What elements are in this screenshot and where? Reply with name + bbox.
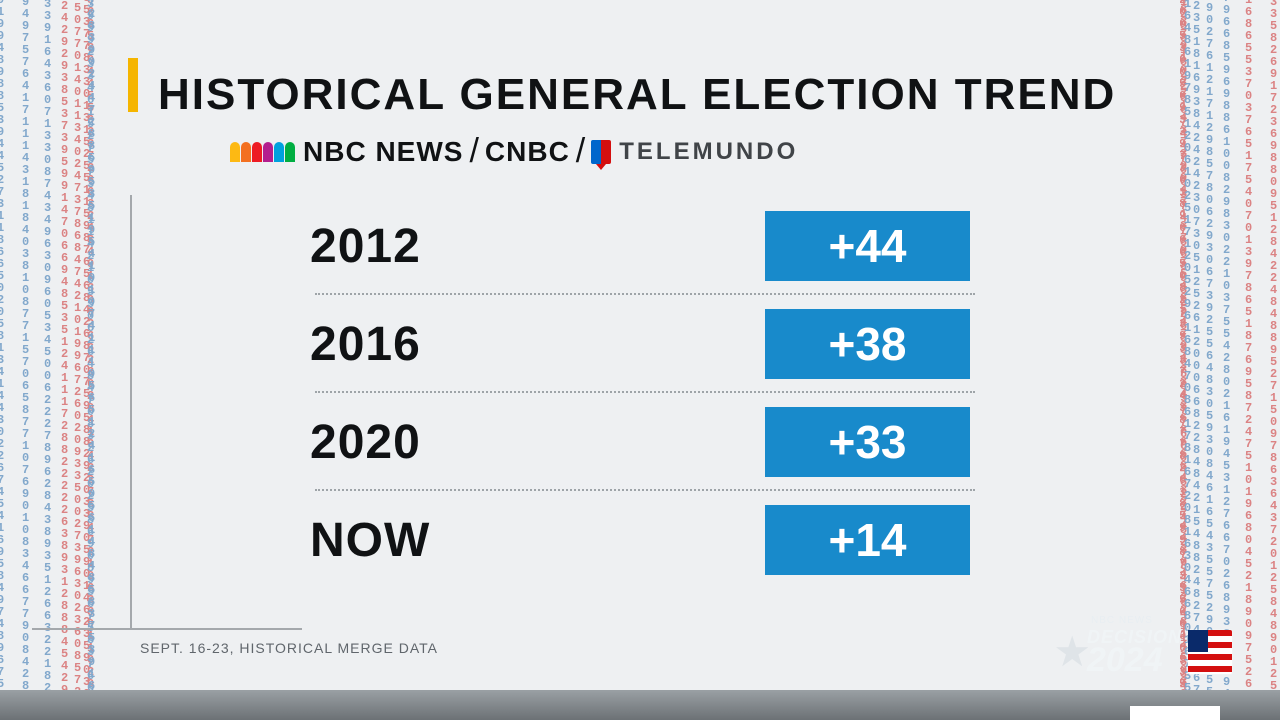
peacock-feather <box>241 142 251 162</box>
logo-year: 2024 <box>1087 641 1163 679</box>
page-title: HISTORICAL GENERAL ELECTION TREND <box>158 70 1116 120</box>
chart-row: 2020 +33 <box>310 401 970 483</box>
source-cnbc: CNBC <box>485 136 570 168</box>
bg-decoration-left: 6 4 6 8 2 7 0 2 1 5 6 5 9 9 4 8 9 8 2 2 … <box>0 0 100 720</box>
slash-icon: / <box>576 132 585 171</box>
row-value: +14 <box>765 505 970 575</box>
source-line: NBC NEWS / CNBC / TELEMUNDO <box>230 132 798 171</box>
flag-icon <box>1188 630 1232 674</box>
bg-decoration-right: 9 1 8 3 7 9 1 0 2 7 1 4 3 7 3 9 9 4 7 1 … <box>1180 0 1280 720</box>
row-label: NOW <box>310 513 430 568</box>
bottom-bar <box>0 690 1280 720</box>
nbc-peacock-icon <box>230 142 295 162</box>
source-telemundo: TELEMUNDO <box>619 138 798 166</box>
axis-horizontal <box>32 628 302 630</box>
peacock-feather <box>274 142 284 162</box>
peacock-feather <box>252 142 262 162</box>
peacock-feather <box>230 142 240 162</box>
chart-row: 2016 +38 <box>310 303 970 385</box>
chart-rows: 2012 +44 2016 +38 2020 +33 NOW +14 <box>310 205 970 581</box>
chart-row: 2012 +44 <box>310 205 970 287</box>
slash-icon: / <box>469 132 478 171</box>
decision-2024-logo: ★ NBC NEWS DECISION 2024 <box>1053 627 1232 676</box>
row-label: 2012 <box>310 219 421 274</box>
title-accent-bar <box>128 58 138 112</box>
chart-footnote: SEPT. 16-23, HISTORICAL MERGE DATA <box>140 640 438 656</box>
axis-vertical <box>130 195 132 630</box>
peacock-feather <box>285 142 295 162</box>
star-icon: ★ <box>1053 627 1091 676</box>
row-label: 2016 <box>310 317 421 372</box>
logo-top: NBC NEWS <box>1091 615 1153 626</box>
row-label: 2020 <box>310 415 421 470</box>
peacock-feather <box>263 142 273 162</box>
source-nbc: NBC NEWS <box>303 136 463 168</box>
row-value: +33 <box>765 407 970 477</box>
chart-row: NOW +14 <box>310 499 970 581</box>
row-value: +44 <box>765 211 970 281</box>
row-value: +38 <box>765 309 970 379</box>
telemundo-icon <box>591 140 611 164</box>
